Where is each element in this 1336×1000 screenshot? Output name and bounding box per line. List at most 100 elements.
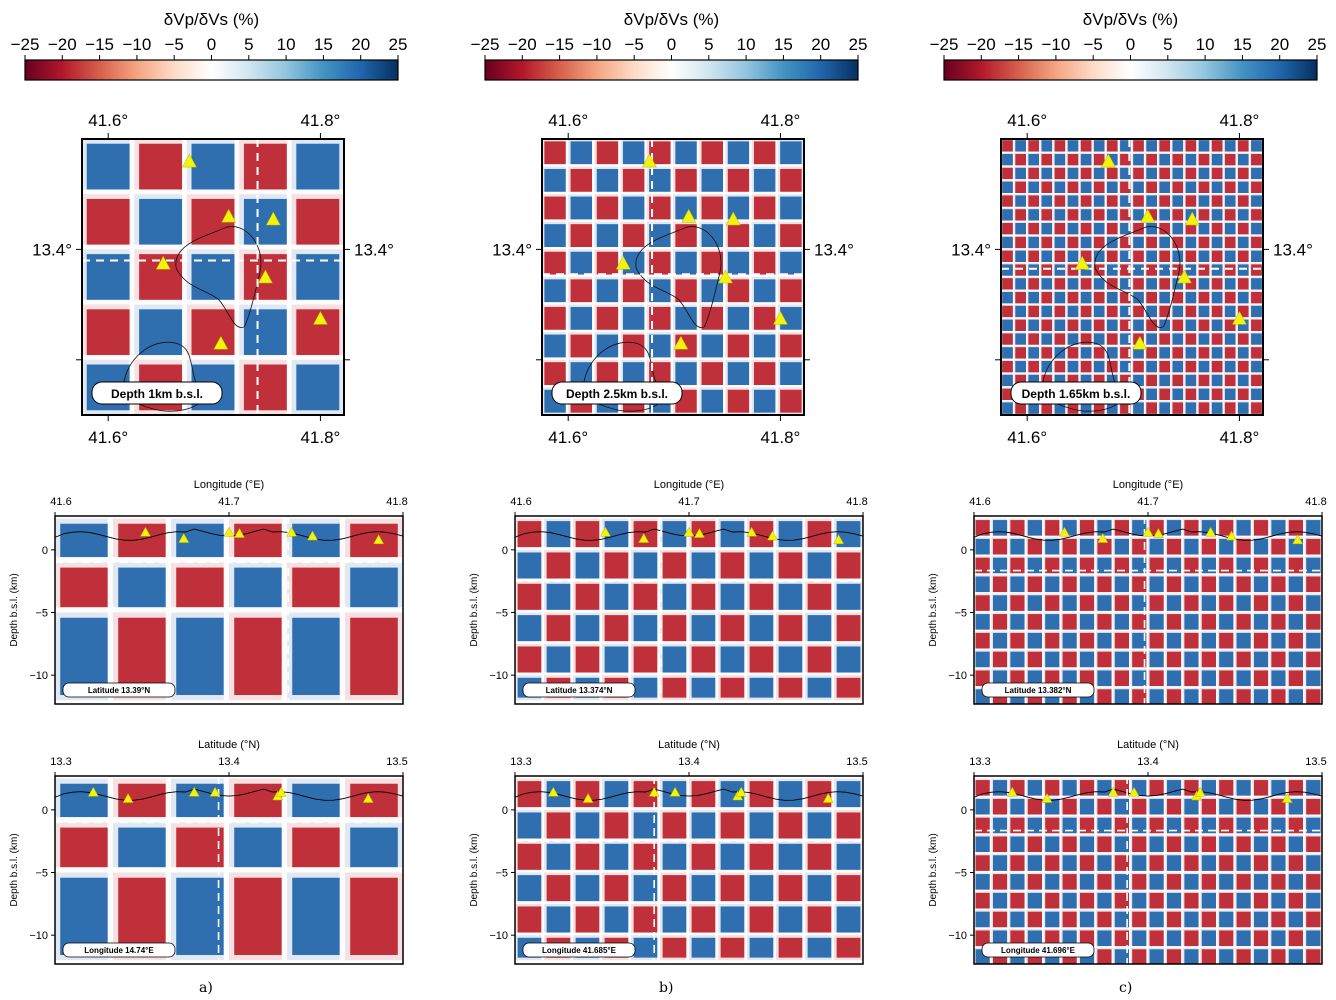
checker-cell: [1209, 179, 1225, 196]
section-cell: [715, 807, 750, 844]
checker-cell: [1209, 151, 1225, 168]
section-cell: [1059, 889, 1080, 912]
checker-cell: [1170, 151, 1186, 168]
section-cell: [599, 641, 634, 678]
section-cell: [1198, 889, 1220, 912]
station-marker: [547, 786, 559, 797]
checker-cell: [1143, 248, 1160, 265]
section-cell: [1181, 648, 1202, 671]
checker-cell: [1091, 179, 1107, 196]
section-cell: [1181, 870, 1202, 893]
checker-cell: [1078, 331, 1094, 348]
section-depth-tick-label: −10: [489, 930, 508, 942]
section-cell: [1042, 610, 1063, 633]
checker-cell: [1222, 386, 1238, 403]
section-cell: [1198, 573, 1220, 596]
section-cell: [1094, 648, 1115, 671]
checker-cell: [1065, 151, 1081, 168]
section-cell: [1268, 554, 1289, 577]
section-cell: [1250, 554, 1272, 577]
section-cell: [989, 776, 1011, 799]
checker-cell: [1143, 151, 1160, 168]
checker-cell: [1235, 234, 1252, 251]
section-tick-label: 13.5: [386, 756, 407, 768]
checker-cell: [1143, 289, 1160, 306]
section-cell: [1250, 833, 1272, 856]
section-cell: [1042, 629, 1063, 652]
station-marker: [1128, 786, 1140, 797]
checker-cell: [1065, 220, 1081, 237]
section-cell: [1146, 795, 1167, 818]
section-cell: [1163, 870, 1185, 893]
checker-cell: [1143, 262, 1160, 279]
checker-cell: [1209, 165, 1225, 182]
section-cell: [599, 901, 634, 938]
panel-label-b: b): [659, 980, 674, 996]
section-cell: [1285, 833, 1307, 856]
checker-cell: [723, 247, 754, 280]
section-cell: [831, 901, 863, 938]
station-marker: [1041, 793, 1053, 803]
section-cell: [715, 672, 750, 703]
checker-cell: [1209, 262, 1225, 279]
section-cell: [1216, 629, 1237, 652]
station-marker: [694, 528, 705, 538]
section-cell: [1181, 833, 1202, 856]
colorbar-scale: [24, 59, 399, 81]
section-cell: [1111, 629, 1133, 652]
section-axis-title: Longitude (°E): [194, 479, 264, 491]
checker-cell: [1052, 139, 1068, 154]
checker-cell: [1209, 220, 1225, 237]
section-cell: [1059, 814, 1080, 837]
colorbar: δVp/δVs (%) −25 −20 −15 −10 −5 0 5 10 15 20 25: [471, 10, 867, 81]
checker-cell: [1209, 193, 1225, 210]
section-cell: [628, 932, 663, 963]
checker-cell: [1001, 262, 1016, 279]
section-cell: [1094, 592, 1115, 615]
section-cell: [744, 547, 779, 584]
checker-cell: [1196, 234, 1212, 251]
checker-cell: [1091, 206, 1107, 223]
section-cell: [974, 535, 993, 558]
checker-cell: [1196, 165, 1212, 182]
section-cell: [1076, 852, 1098, 875]
station-marker: [1205, 526, 1217, 537]
section-cell: [1250, 852, 1272, 875]
checker-cell: [1157, 139, 1173, 154]
checker-cell: [1222, 262, 1238, 279]
station-marker: [257, 269, 273, 284]
section-cell: [744, 776, 779, 813]
section-cell: [1076, 795, 1098, 818]
colorbar-tick-label: 20: [351, 35, 370, 54]
section-cell: [165, 817, 235, 878]
section-cell: [1303, 686, 1322, 704]
section-cell: [1111, 554, 1133, 577]
section-cell: [1007, 648, 1028, 671]
section-cell: [1146, 908, 1167, 931]
checker-cell: [1091, 165, 1107, 182]
section-cell: [281, 776, 351, 828]
section-cell: [989, 516, 1011, 539]
section-depth-tick-label: −5: [35, 608, 48, 620]
checker-cell: [1091, 303, 1107, 320]
station-marker: [648, 786, 660, 797]
colorbar-tick-label: 0: [1126, 35, 1135, 54]
section-cell: [1198, 870, 1220, 893]
section-cell: [1111, 535, 1133, 558]
section-cell: [1111, 927, 1133, 950]
section-cell: [1198, 667, 1220, 690]
section-axis-title: Latitude (°N): [1117, 739, 1179, 751]
checker-cell: [1065, 317, 1081, 334]
section-cell: [1111, 908, 1133, 931]
section-cell: [686, 838, 721, 876]
checker-cell: [1235, 344, 1252, 361]
section-cell: [281, 516, 351, 568]
colorbar-tick-label: 20: [811, 35, 830, 54]
section-cell: [1076, 870, 1098, 893]
section-cell: [1007, 833, 1028, 856]
station-marker: [1059, 526, 1070, 537]
map-x-tick-label-top: 41.6°: [1007, 111, 1047, 130]
checker-cell: [1170, 386, 1186, 403]
section-cell: [628, 901, 663, 938]
checker-cell: [1248, 234, 1263, 251]
